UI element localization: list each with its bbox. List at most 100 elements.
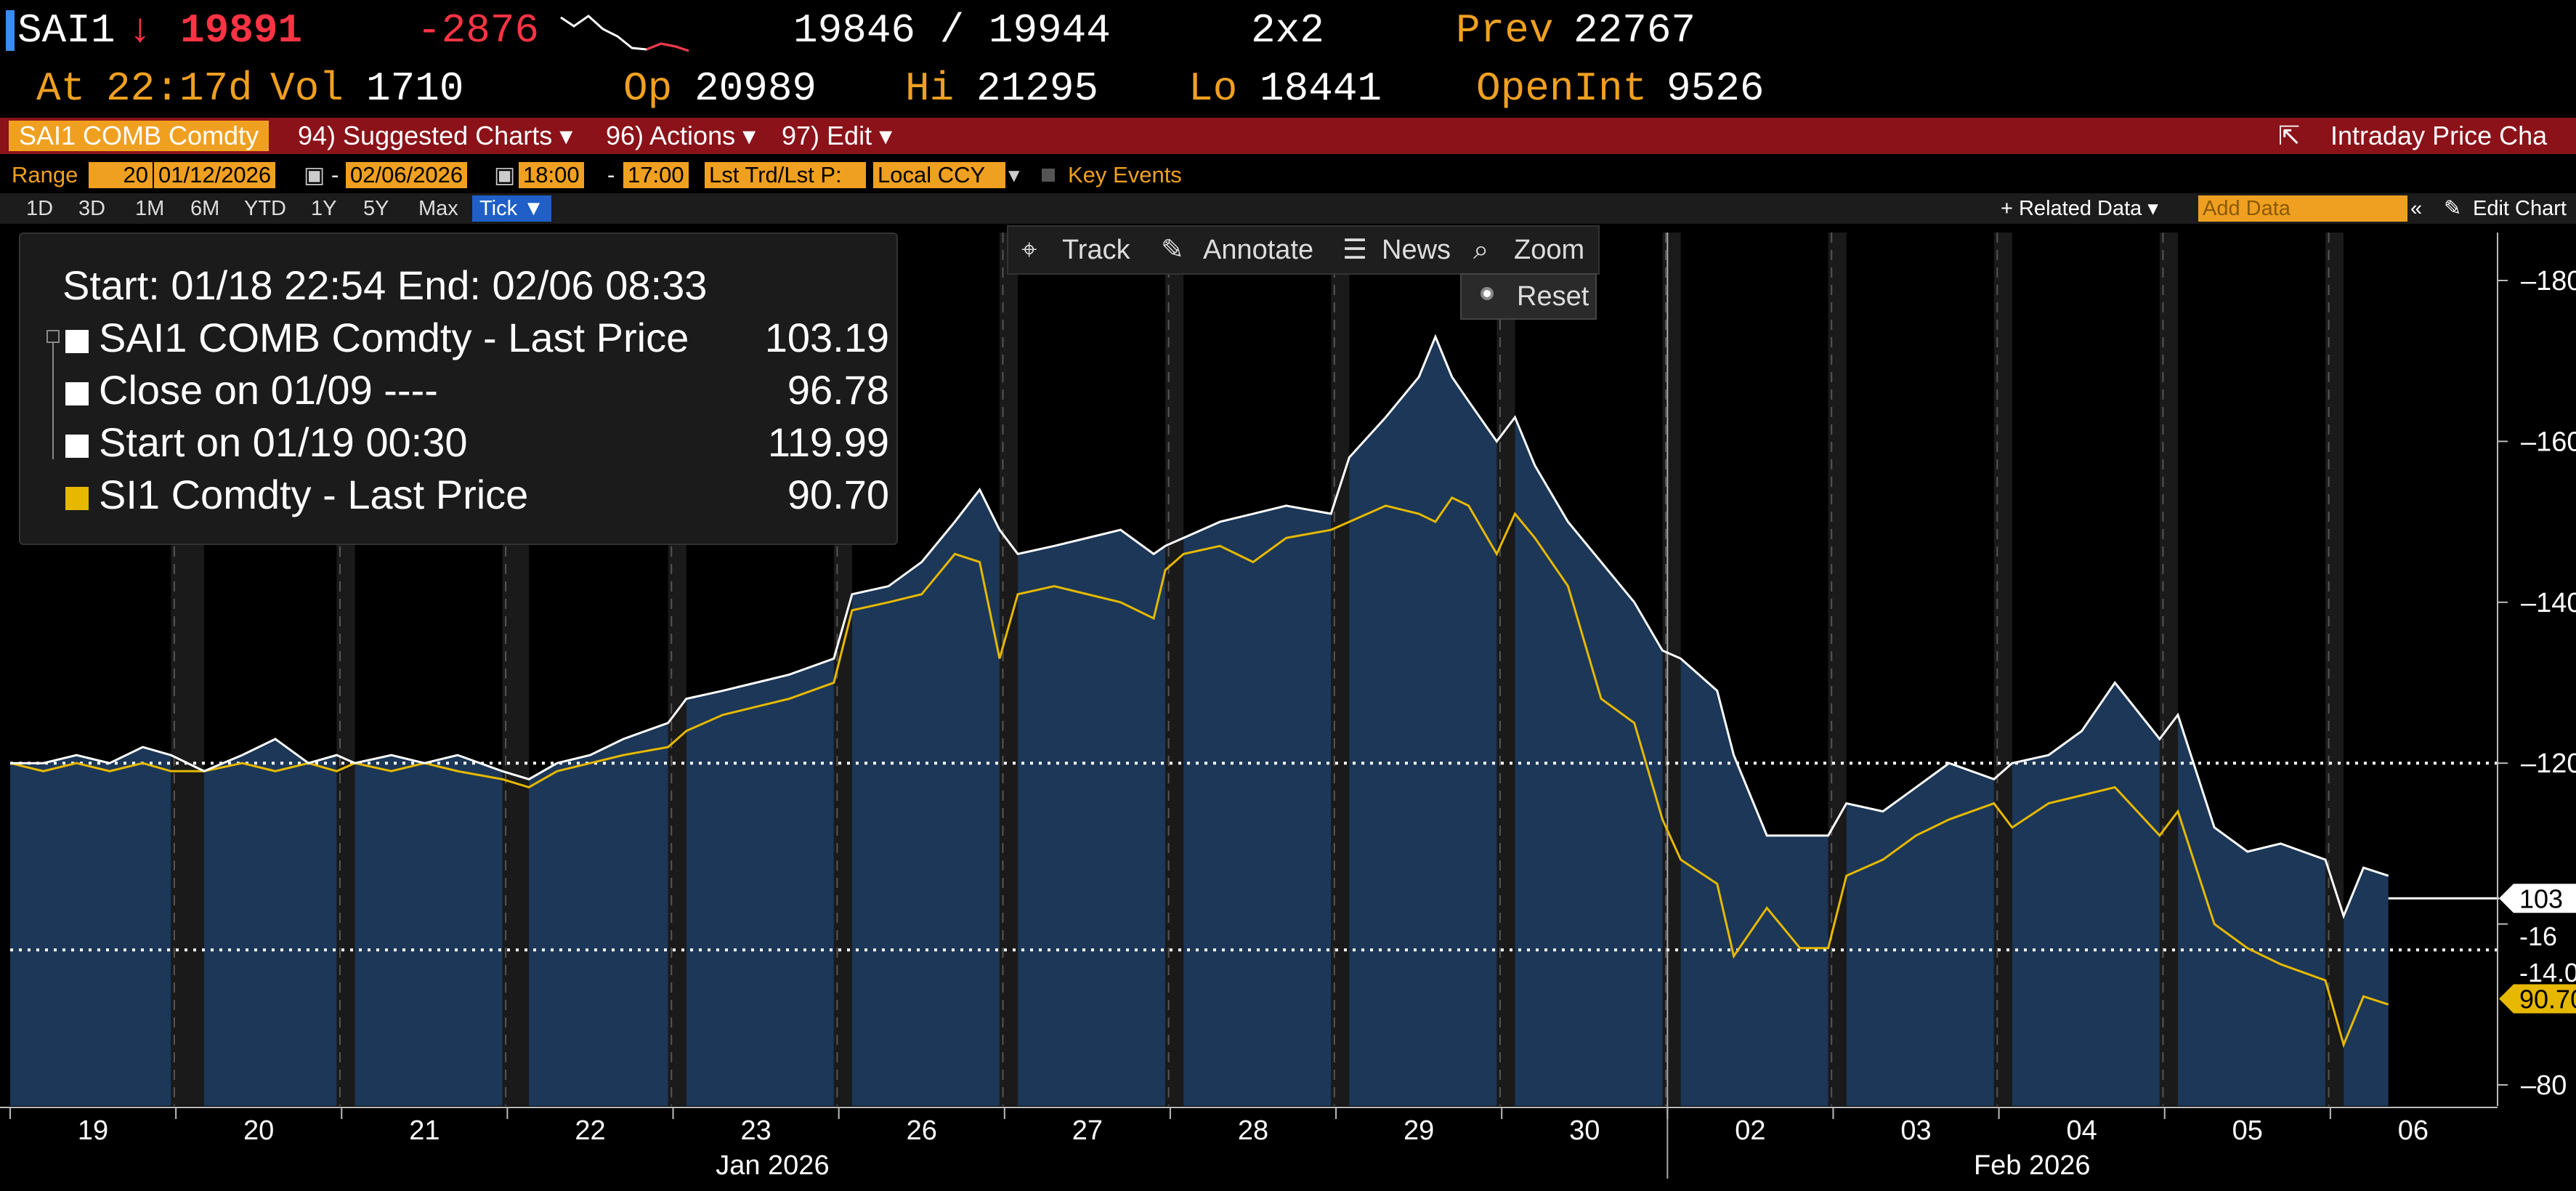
x-tick-label: 23	[740, 1115, 771, 1146]
series-line-sai1	[10, 334, 2389, 919]
end-date-field[interactable]: 02/06/2026	[346, 162, 468, 188]
security-field[interactable]: SAI1 COMB Comdty	[9, 121, 270, 151]
track-icon[interactable]: ⌖	[1021, 235, 1037, 265]
prev-label: Prev	[1456, 7, 1554, 54]
x-tick-label: 27	[1072, 1115, 1103, 1146]
x-tick-label: 03	[1900, 1115, 1931, 1146]
period-3d[interactable]: 3D	[78, 197, 106, 220]
quote-header: SAI1 ↓ 19891 -2876 19846 / 19944 2x2 Pre…	[0, 0, 2576, 62]
zoom-icon[interactable]: ⌕	[1473, 235, 1489, 265]
legend-row-sai1[interactable]: SAI1 COMB Comdty - Last Price 103.19	[65, 312, 889, 363]
chart-tools: ⌖ Track ✎ Annotate ☰ News ⌕ Zoom	[1007, 225, 1600, 275]
edit-chart-button[interactable]: Edit Chart	[2473, 197, 2567, 220]
bars-field[interactable]: 20	[89, 162, 153, 188]
y-tick-label: –180	[2521, 266, 2576, 296]
period-ytd[interactable]: YTD	[244, 197, 286, 220]
ticker-symbol[interactable]: SAI1	[17, 7, 116, 54]
actions-button[interactable]: 96) Actions ▾	[606, 121, 756, 150]
y-tick-label: –160	[2521, 427, 2576, 457]
add-data-field[interactable]: Add Data	[2198, 195, 2407, 222]
x-tick-label: 05	[2232, 1115, 2263, 1146]
related-data-button[interactable]: + Related Data ▾	[2001, 197, 2158, 220]
intraday-chart-title: Intraday Price Cha	[2330, 121, 2548, 150]
period-1d[interactable]: 1D	[26, 197, 54, 220]
pct-value-tag: -14.0	[2519, 958, 2576, 988]
start-calendar-icon[interactable]: ▣	[304, 162, 325, 187]
news-icon[interactable]: ☰	[1342, 235, 1368, 265]
export-icon[interactable]: ⇱	[2278, 121, 2301, 150]
session-area	[2012, 682, 2160, 1106]
annotate-button[interactable]: Annotate	[1203, 235, 1314, 265]
edit-button[interactable]: 97) Edit ▾	[782, 121, 893, 150]
collapse-icon[interactable]: «	[2410, 197, 2423, 220]
prev-close: 22767	[1573, 7, 1696, 54]
legend-row-start[interactable]: Start on 01/19 00:30 119.99	[65, 417, 889, 468]
vol-label: Vol	[270, 65, 344, 112]
legend-range: Start: 01/18 22:54 End: 02/06 08:33	[62, 262, 708, 308]
zoom-button[interactable]: Zoom	[1514, 235, 1585, 265]
period-max[interactable]: Max	[418, 197, 458, 220]
diff-value-tag-bg	[2498, 921, 2576, 951]
start-date-field[interactable]: 01/12/2026	[154, 162, 276, 188]
ticker-marker	[6, 10, 15, 51]
currency-dropdown-icon[interactable]: ▾	[1008, 162, 1020, 187]
session-area	[686, 658, 834, 1106]
period-tick-selected[interactable]: Tick ▼	[472, 195, 551, 222]
low-price: 18441	[1260, 65, 1382, 112]
x-tick-label: 22	[575, 1115, 605, 1146]
x-tick-label: 06	[2398, 1115, 2429, 1146]
legend-value: 119.99	[767, 419, 889, 465]
si1-value-tag-bg	[2499, 984, 2576, 1014]
date-separator: -	[331, 162, 339, 187]
legend-label: SAI1 COMB Comdty - Last Price	[99, 315, 689, 360]
legend-value: 96.78	[787, 367, 889, 413]
price-chart[interactable]: –80–120–140–160–180103-16-14.090.7019202…	[0, 224, 2576, 1191]
period-bar: 1D 3D 1M 6M YTD 1Y 5Y Max Tick ▼ + Relat…	[0, 193, 2576, 224]
low-label: Lo	[1188, 65, 1238, 112]
end-calendar-icon[interactable]: ▣	[494, 162, 516, 187]
key-events-label[interactable]: Key Events	[1068, 162, 1182, 187]
open-interest: 9526	[1666, 65, 1765, 112]
reset-label: Reset	[1517, 281, 1589, 312]
open-price: 20989	[694, 65, 817, 112]
period-5y[interactable]: 5Y	[363, 197, 389, 220]
volume: 1710	[366, 65, 464, 112]
session-area	[1349, 336, 1497, 1106]
si1-value-tag: 90.70	[2519, 985, 2576, 1014]
y-tick-label: –120	[2521, 748, 2576, 779]
range-bar: Range 20 01/12/2026 ▣ - 02/06/2026 ▣ 18:…	[0, 157, 2576, 193]
x-tick-label: 28	[1238, 1115, 1268, 1146]
key-events-checkbox[interactable]	[1042, 169, 1055, 182]
news-button[interactable]: News	[1382, 235, 1451, 265]
legend-row-close[interactable]: Close on 01/09 ---- 96.78	[65, 365, 889, 416]
reset-zoom-button[interactable]: Reset	[1460, 273, 1597, 320]
annotate-icon[interactable]: ✎	[1161, 235, 1184, 265]
end-time-field[interactable]: 17:00	[623, 162, 689, 188]
period-6m[interactable]: 6M	[190, 197, 220, 220]
high-price: 21295	[976, 65, 1099, 112]
legend-value: 90.70	[787, 472, 889, 517]
openint-label: OpenInt	[1476, 65, 1648, 112]
period-1y[interactable]: 1Y	[311, 197, 337, 220]
series-line-si1	[9, 496, 2389, 1049]
month-label-feb: Feb 2026	[1974, 1150, 2091, 1181]
legend-swatch	[65, 382, 89, 405]
x-tick-label: 26	[907, 1115, 937, 1146]
x-tick-label: 02	[1735, 1115, 1765, 1146]
legend-row-si1[interactable]: SI1 Comdty - Last Price 90.70	[65, 469, 889, 520]
x-tick-label: 19	[78, 1115, 108, 1146]
legend-label: Close on 01/09 ----	[99, 367, 438, 413]
diff-value-tag: -16	[2519, 921, 2557, 951]
suggested-charts-button[interactable]: 94) Suggested Charts ▾	[298, 121, 573, 150]
currency-select[interactable]: Local CCY	[873, 162, 1005, 188]
track-button[interactable]: Track	[1062, 235, 1130, 265]
legend-collapse-icon[interactable]	[46, 330, 60, 343]
session-area	[10, 747, 171, 1106]
net-change: -2876	[417, 7, 540, 54]
period-1m[interactable]: 1M	[135, 197, 165, 220]
start-time-field[interactable]: 18:00	[519, 162, 584, 188]
price-type-select[interactable]: Lst Trd/Lst P:	[705, 162, 866, 188]
session-area	[203, 738, 337, 1106]
pencil-icon[interactable]: ✎	[2444, 197, 2462, 220]
session-area	[851, 489, 1000, 1106]
